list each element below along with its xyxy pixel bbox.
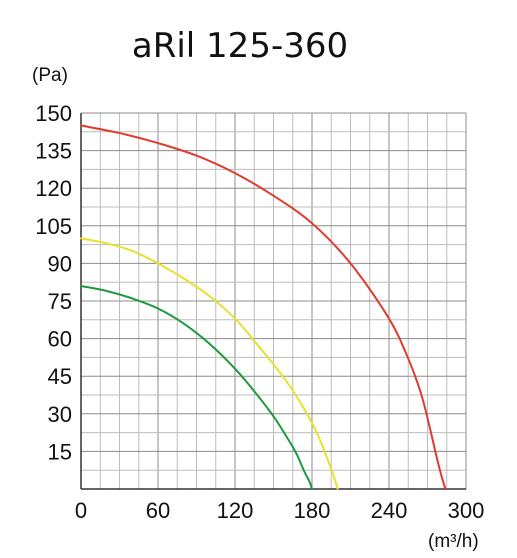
series-line-2 — [80, 284, 313, 490]
chart-title: aRil 125-360 — [132, 26, 348, 66]
y-tick-label-7: 120 — [35, 176, 72, 201]
y-tick-label-6: 105 — [35, 214, 72, 239]
y-tick-label-1: 30 — [48, 402, 72, 427]
y-tick-label-9: 150 — [35, 101, 72, 126]
x-tick-label-1: 60 — [146, 498, 170, 523]
x-tick-label-0: 0 — [75, 498, 87, 523]
x-axis-label: (m³/h) — [428, 531, 479, 552]
x-tick-label-3: 180 — [294, 498, 331, 523]
tick-labels: 15 30 45 60 75 90 105 120 135 150 0 60 120 180 240 300 — [35, 101, 484, 523]
y-tick-label-0: 15 — [48, 439, 72, 464]
y-tick-label-4: 75 — [48, 289, 72, 314]
fan-curves — [80, 124, 447, 490]
y-tick-label-2: 45 — [48, 364, 72, 389]
series-line-1 — [80, 237, 339, 490]
x-tick-label-4: 240 — [371, 498, 408, 523]
x-tick-label-2: 120 — [217, 498, 254, 523]
y-tick-label-8: 135 — [35, 139, 72, 164]
grid — [80, 112, 467, 490]
y-axis-label: (Pa) — [32, 65, 68, 86]
y-tick-label-3: 60 — [48, 327, 72, 352]
y-tick-label-5: 90 — [48, 251, 72, 276]
series-line-0 — [80, 124, 447, 490]
x-tick-label-5: 300 — [448, 498, 485, 523]
